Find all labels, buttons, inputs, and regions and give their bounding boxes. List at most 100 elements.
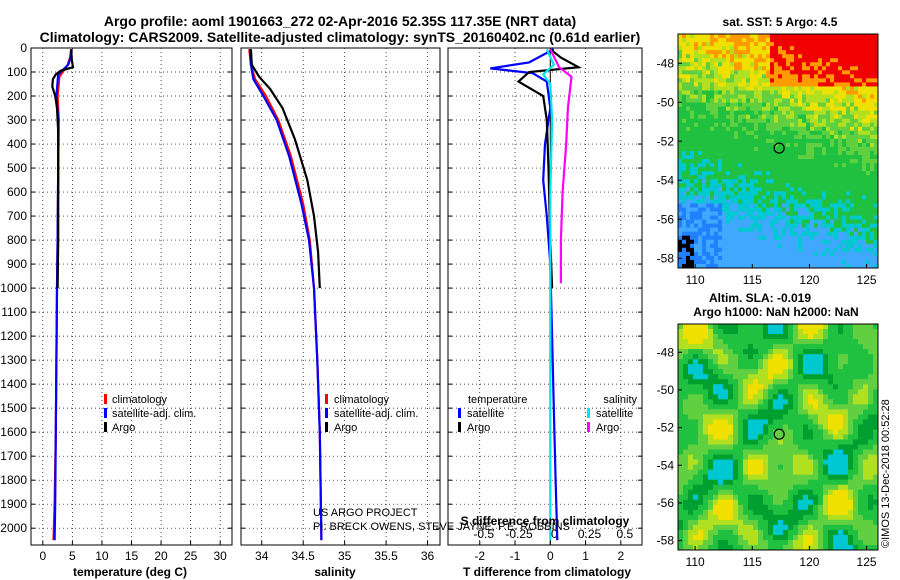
sla-cell — [703, 329, 709, 335]
sst-cell — [794, 42, 799, 47]
sst-cell — [682, 74, 687, 79]
sst-cell — [826, 215, 831, 221]
sst-cell — [750, 175, 755, 180]
sla-cell — [703, 444, 709, 451]
sst-cell — [694, 54, 699, 59]
sst-cell — [874, 239, 879, 245]
sst-cell — [782, 54, 787, 59]
sst-cell — [870, 42, 875, 47]
sst-cell — [790, 130, 795, 136]
sst-cell — [754, 191, 759, 196]
sst-cell — [686, 66, 691, 71]
sla-cell — [733, 364, 739, 370]
sst-cell — [810, 247, 815, 253]
sst-cell — [682, 110, 687, 116]
sla-cell — [843, 364, 849, 370]
sst-cell — [786, 62, 791, 67]
sla-cell — [783, 384, 789, 390]
sst-cell — [842, 82, 847, 87]
sst-cell — [690, 159, 695, 164]
sla-cell — [838, 539, 844, 546]
sla-cell — [818, 389, 824, 395]
sst-cell — [766, 74, 771, 79]
sla-cell — [783, 504, 789, 511]
sst-cell — [834, 66, 839, 71]
sst-cell — [858, 243, 863, 249]
sla-cell — [838, 429, 844, 435]
sla-cell — [743, 464, 749, 471]
sst-cell — [842, 259, 847, 265]
sst-cell — [766, 134, 771, 140]
sst-cell — [854, 227, 859, 233]
sla-cell — [858, 414, 864, 420]
sst-cell — [698, 118, 703, 124]
sla-cell — [698, 514, 704, 521]
sla-cell — [708, 399, 714, 405]
sst-cell — [766, 175, 771, 180]
sla-cell — [818, 499, 824, 506]
sst-cell — [754, 62, 759, 67]
sst-cell — [722, 179, 727, 184]
sla-cell — [863, 449, 869, 456]
sla-cell — [783, 369, 789, 375]
sla-cell — [863, 329, 869, 335]
sst-cell — [690, 211, 695, 217]
sst-cell — [838, 98, 843, 104]
sla-cell — [823, 409, 829, 415]
sst-cell — [730, 62, 735, 67]
sst-cell — [702, 259, 707, 265]
sla-cell — [788, 479, 794, 486]
sst-cell — [726, 215, 731, 221]
sla-cell — [873, 379, 879, 385]
sst-cell — [790, 171, 795, 176]
sst-cell — [722, 62, 727, 67]
sst-cell — [842, 58, 847, 63]
sla-cell — [748, 489, 754, 496]
sst-cell — [870, 171, 875, 176]
sst-cell — [818, 110, 823, 116]
sla-cell — [748, 459, 754, 466]
sla-cell — [728, 329, 734, 335]
sst-cell — [810, 251, 815, 257]
sst-cell — [826, 122, 831, 128]
sst-cell — [754, 151, 759, 156]
sla-cell — [793, 344, 799, 350]
sst-cell — [870, 142, 875, 148]
temperature-xlabel: temperature (deg C) — [73, 565, 187, 579]
sst-cell — [678, 183, 683, 188]
sla-cell — [863, 479, 869, 486]
sla-cell — [788, 344, 794, 350]
sst-cell — [822, 134, 827, 140]
sst-cell — [718, 239, 723, 245]
sla-cell — [743, 389, 749, 395]
sst-cell — [798, 82, 803, 87]
sst-cell — [826, 151, 831, 156]
sst-cell — [754, 179, 759, 184]
sst-cell — [862, 255, 867, 261]
sst-cell — [742, 34, 747, 39]
sst-cell — [834, 247, 839, 253]
sst-cell — [738, 243, 743, 249]
sst-cell — [874, 259, 879, 265]
sst-cell — [786, 82, 791, 87]
sst-cell — [726, 134, 731, 140]
sst-cell — [818, 179, 823, 184]
sst-cell — [738, 142, 743, 148]
sla-cell — [808, 429, 814, 435]
sst-cell — [786, 122, 791, 128]
sst-cell — [762, 183, 767, 188]
sla-cell — [803, 484, 809, 491]
sst-cell — [814, 219, 819, 225]
sst-cell — [734, 251, 739, 257]
sla-cell — [843, 469, 849, 476]
sst-cell — [846, 118, 851, 124]
sla-cell — [708, 534, 714, 541]
sst-cell — [722, 171, 727, 176]
sst-cell — [858, 231, 863, 237]
sst-cell — [754, 251, 759, 257]
sst-cell — [726, 155, 731, 160]
sst-cell — [846, 203, 851, 208]
sst-cell — [858, 34, 863, 39]
sst-cell — [734, 155, 739, 160]
sst-cell — [782, 191, 787, 196]
